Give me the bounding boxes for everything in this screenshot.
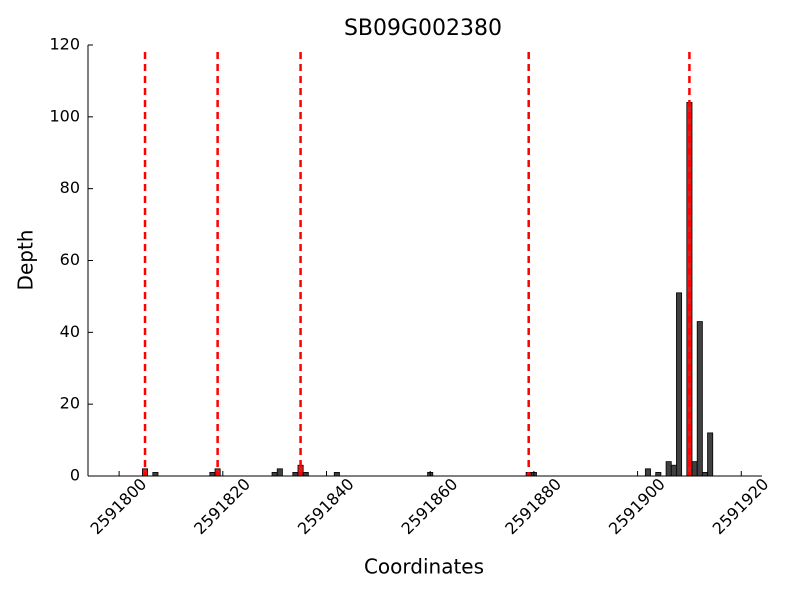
bar xyxy=(676,292,683,477)
bar xyxy=(209,472,216,477)
y-tick-label: 20 xyxy=(60,394,80,413)
bar xyxy=(670,464,677,477)
bar xyxy=(686,102,693,477)
x-tick-label: 2591860 xyxy=(398,474,462,538)
bar xyxy=(292,472,299,477)
bar xyxy=(665,461,672,477)
bar xyxy=(696,321,703,477)
bar xyxy=(271,472,278,477)
y-tick-label: 40 xyxy=(60,322,80,341)
x-tick-label: 2591880 xyxy=(501,474,565,538)
bar xyxy=(691,461,698,477)
x-axis-label: Coordinates xyxy=(364,555,484,579)
chart-title: SB09G002380 xyxy=(344,16,502,41)
x-tick-label: 2591800 xyxy=(86,474,150,538)
y-tick-label: 60 xyxy=(60,250,80,269)
bar xyxy=(152,472,159,477)
bar xyxy=(333,472,340,477)
x-tick-label: 2591920 xyxy=(709,474,773,538)
x-tick-label: 2591900 xyxy=(605,474,669,538)
y-axis-label: Depth xyxy=(14,230,38,291)
y-tick-label: 0 xyxy=(70,466,80,485)
y-tick-label: 120 xyxy=(49,35,80,54)
y-tick-label: 100 xyxy=(49,106,80,125)
bar xyxy=(655,472,662,477)
x-tick-label: 2591820 xyxy=(190,474,254,538)
bar xyxy=(701,472,708,477)
x-tick-label: 2591840 xyxy=(294,474,358,538)
y-tick-label: 80 xyxy=(60,178,80,197)
bar xyxy=(644,468,651,477)
bar xyxy=(707,432,714,477)
bar xyxy=(276,468,283,477)
bar xyxy=(302,472,309,477)
